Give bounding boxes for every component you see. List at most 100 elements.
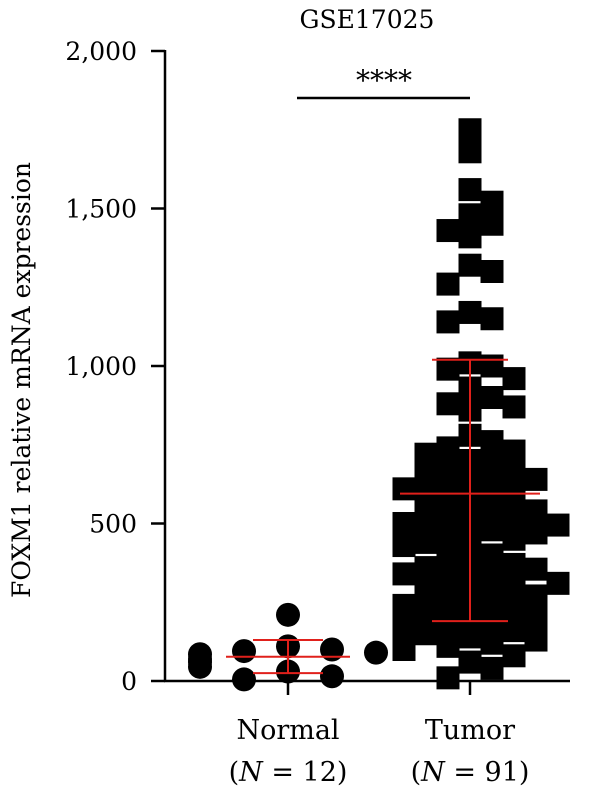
tumor-point	[414, 464, 438, 488]
tumor-point	[436, 612, 460, 636]
tumor-point	[480, 354, 504, 378]
tumor-point	[502, 575, 526, 598]
y-tick-label: 1,000	[65, 352, 137, 381]
tumor-point	[502, 552, 526, 576]
normal-point	[188, 654, 212, 679]
tumor-point	[436, 219, 460, 243]
tumor-point	[392, 512, 416, 535]
tumor-point	[414, 530, 438, 554]
y-axis-label: FOXM1 relative mRNA expression	[7, 162, 36, 598]
tumor-point	[458, 650, 482, 674]
tumor-point	[480, 212, 504, 236]
tumor-point	[414, 600, 438, 624]
x-n-label-normal: (N = 12)	[229, 757, 348, 788]
tumor-point	[524, 606, 548, 630]
significance-label: ****	[356, 64, 412, 97]
tumor-point	[436, 392, 460, 416]
tumor-point	[458, 178, 482, 202]
tumor-point	[480, 430, 504, 454]
tumor-point	[502, 483, 526, 507]
tumor-point	[546, 571, 570, 595]
tumor-point	[414, 442, 438, 466]
tumor-point	[480, 260, 504, 283]
tumor-point	[502, 597, 526, 621]
x-label-tumor: Tumor	[425, 715, 515, 746]
tumor-point	[480, 386, 504, 409]
tumor-point	[414, 622, 438, 646]
tumor-point	[436, 590, 460, 614]
tumor-point	[524, 521, 548, 545]
y-tick-label: 1,500	[65, 195, 137, 224]
tumor-point	[458, 300, 482, 324]
tumor-point	[480, 190, 504, 214]
tumor-point	[524, 557, 548, 581]
tumor-point	[436, 524, 460, 548]
tumor-point	[436, 666, 460, 690]
tumor-point	[392, 562, 416, 586]
tumor-point	[480, 631, 504, 655]
y-tick-label: 0	[121, 667, 137, 696]
tumor-point	[480, 452, 504, 476]
tumor-point	[502, 505, 526, 529]
data-points	[188, 118, 570, 692]
tumor-point	[524, 499, 548, 523]
normal-point	[364, 640, 388, 665]
tumor-point	[458, 140, 482, 164]
tumor-point	[414, 486, 438, 510]
tumor-point	[458, 253, 482, 277]
tumor-point	[502, 644, 526, 668]
tumor-point	[546, 513, 570, 537]
error-bars	[226, 358, 540, 675]
tumor-point	[524, 628, 548, 652]
tumor-point	[502, 395, 526, 419]
tumor-point	[480, 496, 504, 520]
tumor-point	[392, 477, 416, 501]
tumor-point	[414, 556, 438, 580]
tumor-point	[502, 367, 526, 391]
tumor-point	[480, 474, 504, 498]
tumor-point	[524, 584, 548, 608]
x-n-label-tumor: (N = 91)	[411, 757, 530, 788]
tumor-point	[436, 568, 460, 592]
chart-title: GSE17025	[300, 5, 435, 34]
tumor-point	[458, 225, 482, 249]
tumor-point	[392, 615, 416, 639]
tumor-point	[392, 638, 416, 661]
tumor-point	[392, 593, 416, 617]
normal-point	[232, 667, 256, 692]
x-label-normal: Normal	[236, 715, 339, 746]
tumor-point	[524, 467, 548, 491]
y-tick-label: 2,000	[65, 37, 137, 66]
tumor-point	[436, 458, 460, 482]
tumor-point	[436, 272, 460, 296]
tumor-point	[502, 439, 526, 463]
tumor-point	[480, 565, 504, 589]
normal-point	[320, 637, 344, 662]
tumor-point	[458, 203, 482, 227]
tumor-point	[436, 436, 460, 460]
y-tick-label: 500	[89, 510, 137, 539]
tumor-point	[480, 307, 504, 331]
tumor-point	[502, 527, 526, 551]
tumor-point	[436, 480, 460, 504]
tumor-point	[458, 625, 482, 649]
normal-point	[276, 602, 300, 627]
tumor-point	[436, 310, 460, 334]
y-ticks: 0 500 1,000 1,500 2,000	[65, 37, 165, 696]
tumor-point	[502, 461, 526, 485]
tumor-point	[436, 546, 460, 570]
tumor-point	[436, 502, 460, 526]
tumor-point	[436, 634, 460, 658]
tumor-point	[436, 357, 460, 381]
normal-point	[320, 664, 344, 689]
tumor-point	[458, 118, 482, 142]
tumor-point	[502, 619, 526, 643]
tumor-point	[392, 534, 416, 558]
tumor-point	[414, 578, 438, 602]
tumor-point	[480, 543, 504, 567]
tumor-point	[480, 587, 504, 611]
tumor-point	[480, 518, 504, 542]
tumor-point	[414, 508, 438, 532]
normal-point	[232, 639, 256, 664]
